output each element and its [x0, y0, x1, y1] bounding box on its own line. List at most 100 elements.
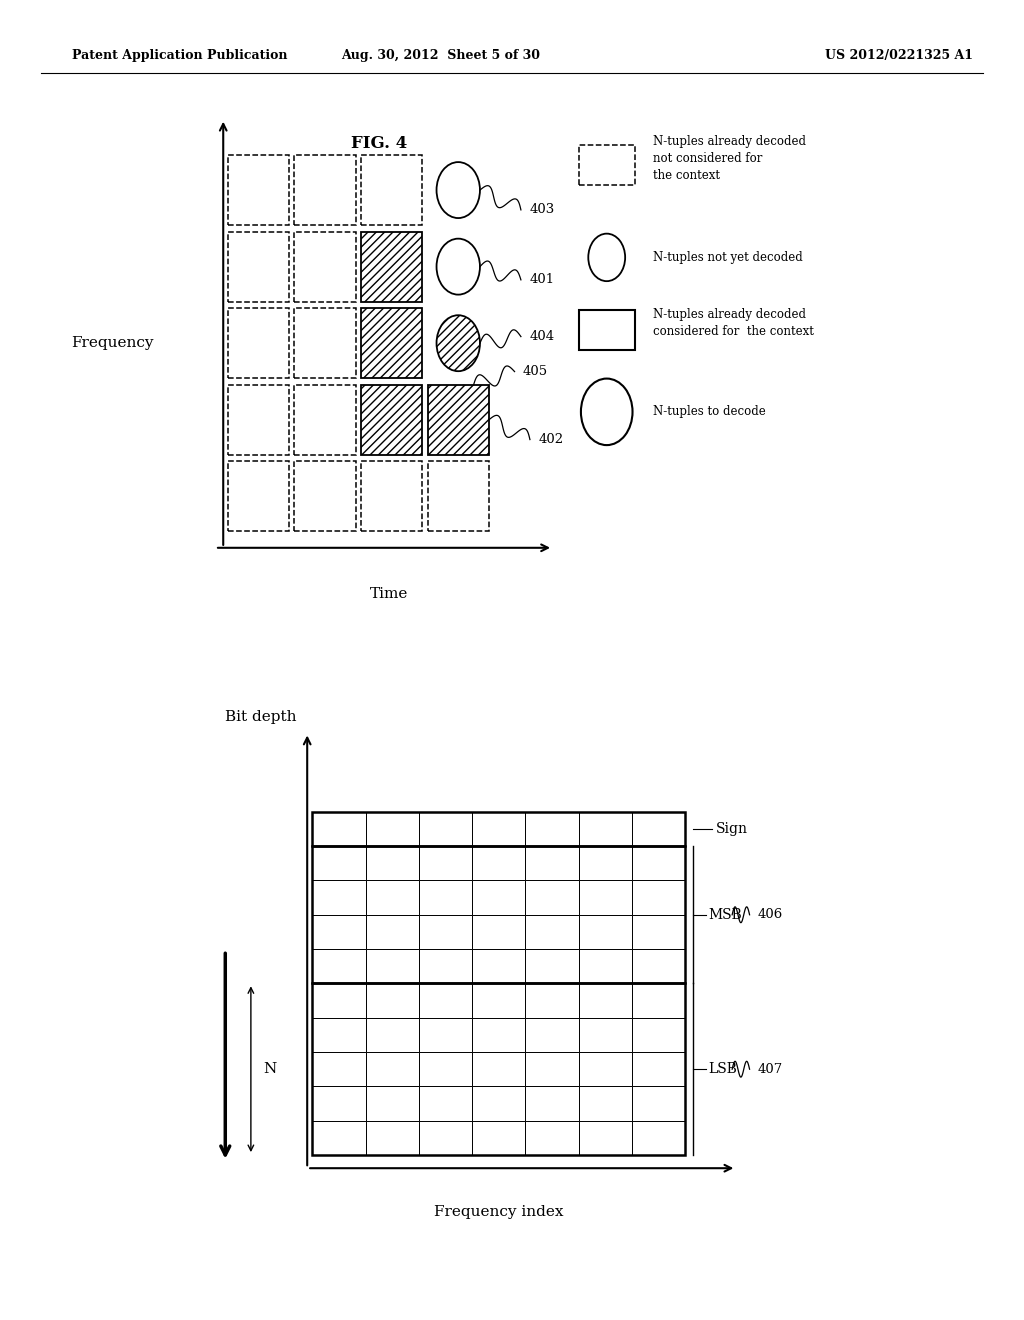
Circle shape	[588, 234, 625, 281]
Circle shape	[436, 162, 480, 218]
Bar	[366, 812, 419, 846]
Text: 405: 405	[523, 366, 548, 378]
Bar	[525, 880, 579, 915]
Text: N-tuples already decoded
considered for  the context: N-tuples already decoded considered for …	[653, 309, 814, 338]
Bar	[525, 1086, 579, 1121]
Text: 406: 406	[758, 908, 783, 921]
Bar	[419, 880, 472, 915]
Bar	[295, 462, 356, 532]
Bar	[227, 156, 290, 226]
Bar	[632, 1121, 685, 1155]
Circle shape	[436, 239, 480, 294]
Bar	[227, 462, 290, 532]
Bar	[579, 915, 632, 949]
Bar	[525, 983, 579, 1018]
Bar	[312, 846, 366, 880]
Bar	[312, 880, 366, 915]
Bar	[525, 1052, 579, 1086]
Bar	[419, 846, 472, 880]
Bar	[227, 309, 290, 379]
Bar	[419, 949, 472, 983]
Bar	[312, 1018, 366, 1052]
Bar	[227, 231, 290, 302]
Text: 403: 403	[529, 203, 554, 216]
Bar	[360, 309, 422, 379]
Text: Bit depth: Bit depth	[225, 710, 297, 723]
Bar	[312, 812, 366, 846]
Text: N-tuples already decoded
not considered for
the context: N-tuples already decoded not considered …	[653, 135, 806, 182]
Bar	[579, 1052, 632, 1086]
Bar	[419, 1121, 472, 1155]
Bar	[312, 812, 685, 846]
Bar	[472, 846, 525, 880]
Text: N-tuples to decode: N-tuples to decode	[653, 405, 766, 418]
Bar	[579, 310, 635, 350]
Bar	[360, 231, 422, 302]
Bar	[632, 1086, 685, 1121]
Bar	[525, 915, 579, 949]
Bar	[632, 846, 685, 880]
Bar	[472, 812, 525, 846]
Text: LSB: LSB	[709, 1063, 737, 1076]
Bar	[419, 1052, 472, 1086]
Bar	[579, 880, 632, 915]
Bar	[579, 846, 632, 880]
Bar	[419, 1086, 472, 1121]
Bar	[579, 1018, 632, 1052]
Bar	[472, 1052, 525, 1086]
Bar	[366, 983, 419, 1018]
Text: FIG. 4: FIG. 4	[351, 135, 407, 152]
Bar	[366, 915, 419, 949]
Bar	[579, 145, 635, 185]
Bar	[366, 880, 419, 915]
Bar	[525, 812, 579, 846]
Text: 404: 404	[529, 330, 554, 343]
Bar	[312, 949, 366, 983]
Bar	[472, 983, 525, 1018]
Bar	[525, 1018, 579, 1052]
Bar	[579, 1086, 632, 1121]
Bar	[428, 462, 489, 532]
Bar	[312, 983, 685, 1155]
Bar	[472, 880, 525, 915]
Bar	[295, 309, 356, 379]
Bar	[525, 949, 579, 983]
Bar	[472, 1018, 525, 1052]
Bar	[419, 812, 472, 846]
Bar	[632, 1052, 685, 1086]
Text: US 2012/0221325 A1: US 2012/0221325 A1	[824, 49, 973, 62]
Text: Frequency: Frequency	[72, 337, 154, 350]
Bar	[472, 1086, 525, 1121]
Bar	[312, 1086, 366, 1121]
Bar	[632, 1018, 685, 1052]
Bar	[366, 1018, 419, 1052]
Text: Patent Application Publication: Patent Application Publication	[72, 49, 287, 62]
Text: Frequency index: Frequency index	[434, 1205, 563, 1220]
Bar	[525, 1121, 579, 1155]
Bar	[632, 949, 685, 983]
Bar	[366, 1121, 419, 1155]
Bar	[366, 1052, 419, 1086]
Bar	[419, 915, 472, 949]
Bar	[428, 385, 489, 454]
Bar	[227, 385, 290, 454]
Bar	[312, 846, 685, 983]
Text: Time: Time	[370, 587, 409, 601]
Bar	[312, 915, 366, 949]
Bar	[366, 1086, 419, 1121]
Bar	[312, 1052, 366, 1086]
Bar	[419, 983, 472, 1018]
Bar	[295, 156, 356, 226]
Bar	[472, 915, 525, 949]
Bar	[360, 385, 422, 454]
Bar	[295, 385, 356, 454]
Circle shape	[436, 315, 480, 371]
Text: Aug. 30, 2012  Sheet 5 of 30: Aug. 30, 2012 Sheet 5 of 30	[341, 49, 540, 62]
Bar	[525, 846, 579, 880]
Bar	[579, 812, 632, 846]
Bar	[632, 880, 685, 915]
Text: Sign: Sign	[716, 822, 748, 836]
Text: N: N	[263, 1063, 276, 1076]
Text: 401: 401	[529, 273, 554, 286]
Bar	[472, 949, 525, 983]
